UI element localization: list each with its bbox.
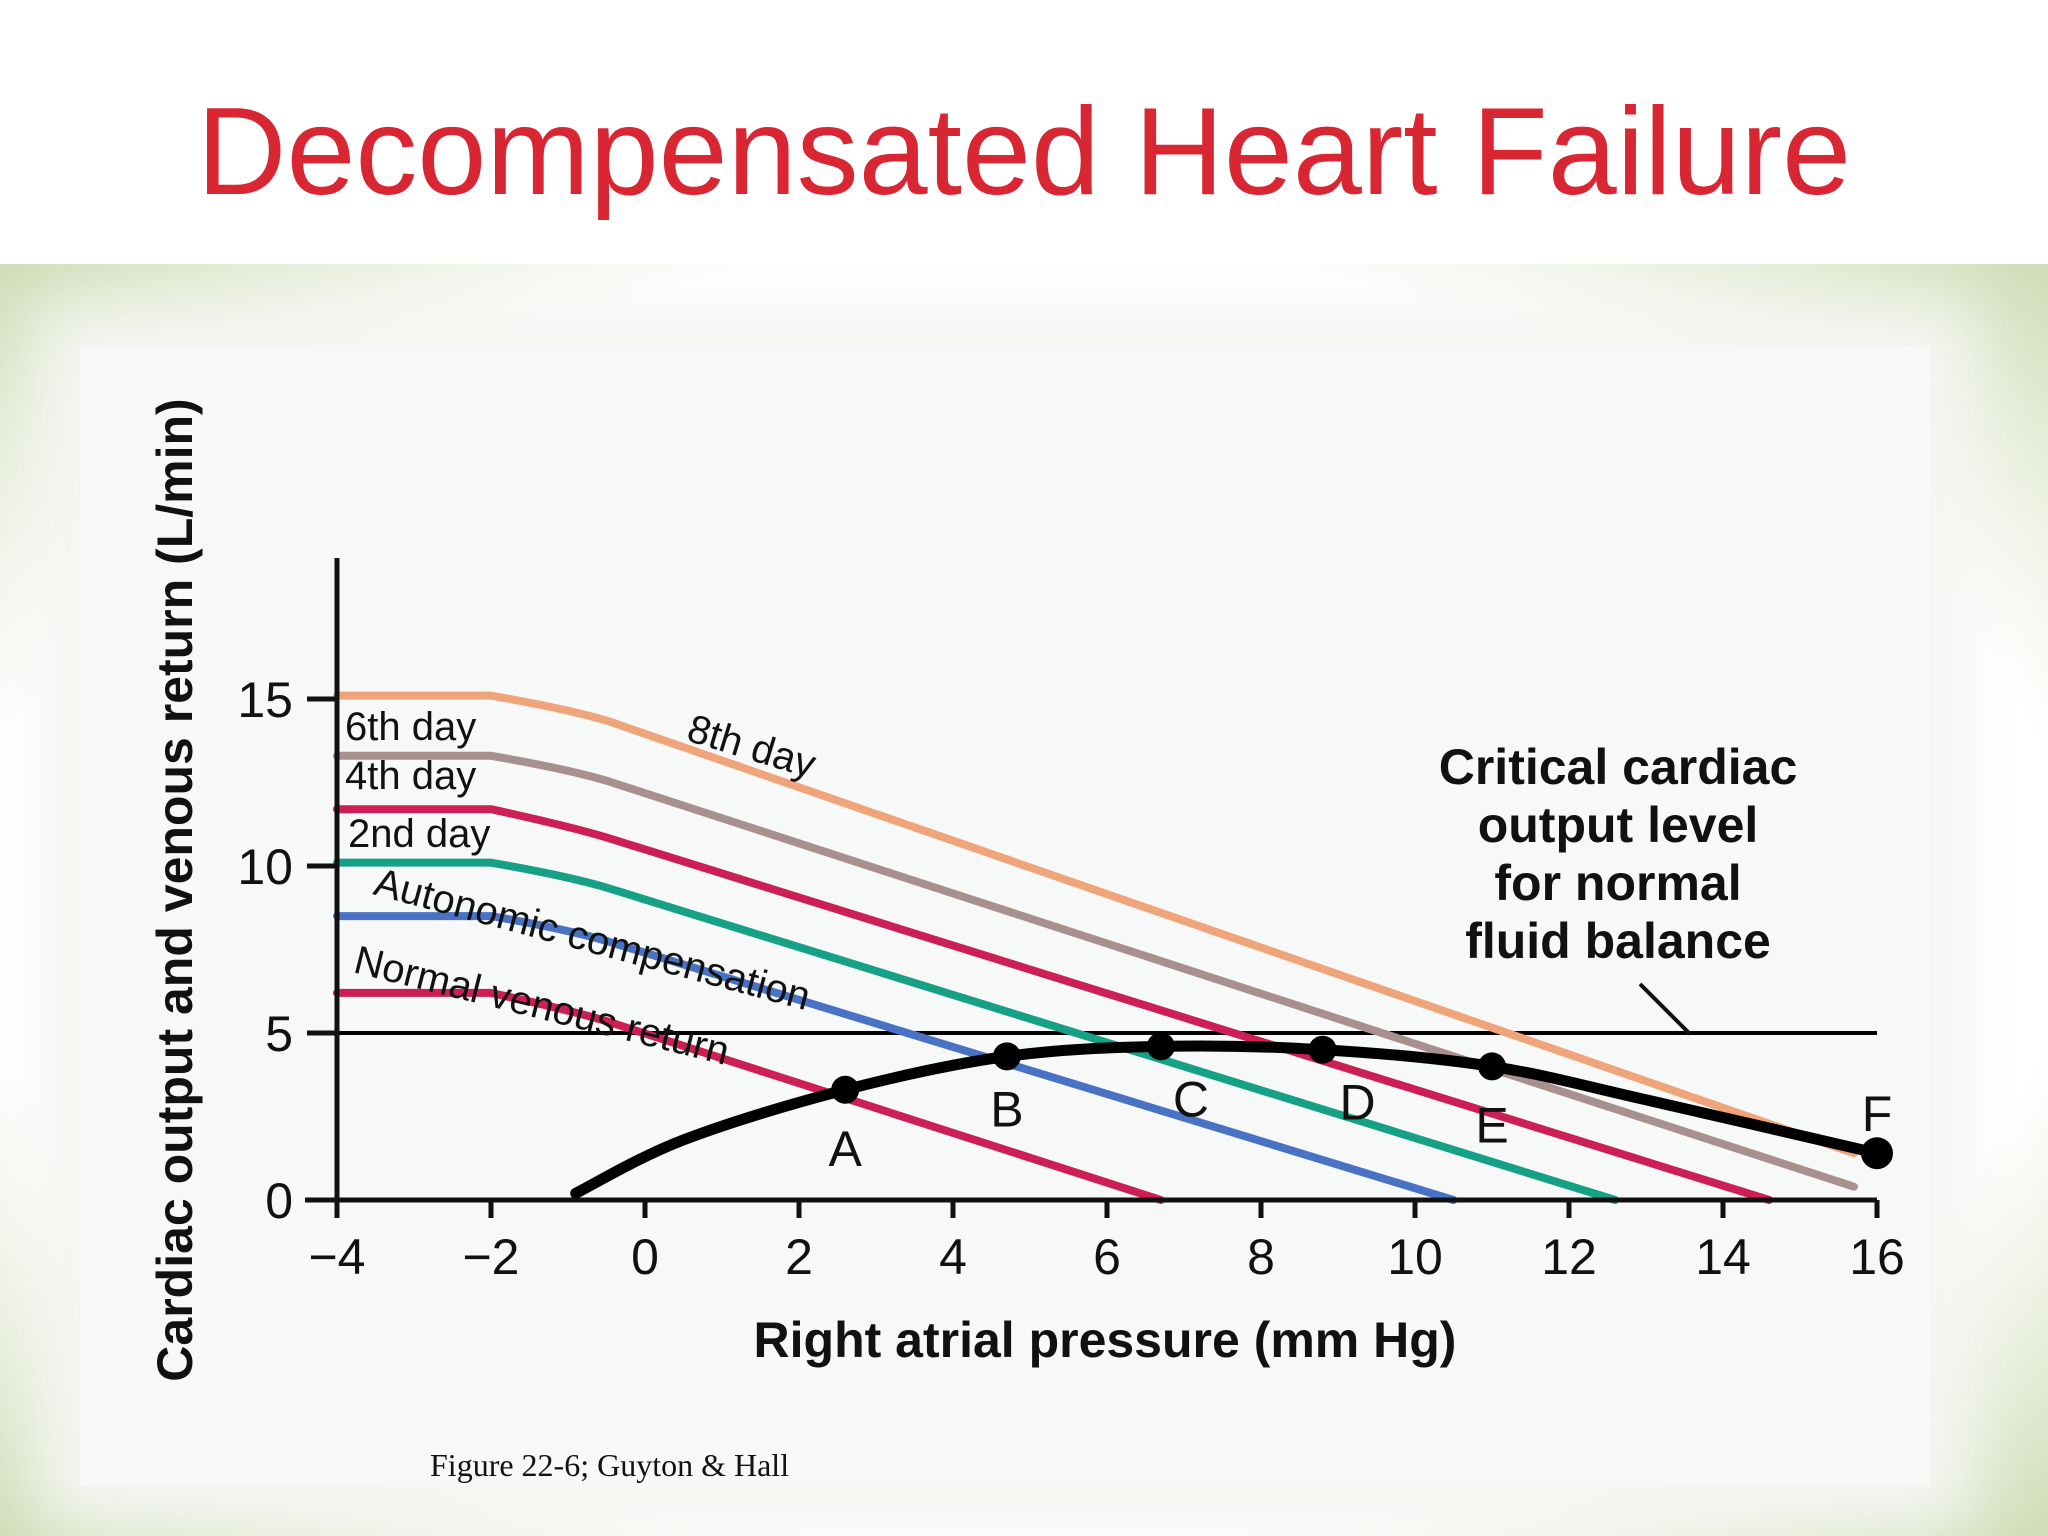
x-tick-label: 2 (785, 1229, 813, 1285)
y-tick-label: 0 (265, 1173, 293, 1229)
point-a (831, 1075, 860, 1104)
axes-layer (305, 558, 1877, 1203)
point-b (992, 1042, 1021, 1071)
critical-level-annotation: Critical cardiac output level for normal fl… (1439, 739, 1798, 969)
figure-frame (0, 264, 2048, 1536)
x-tick-label: 16 (1849, 1229, 1905, 1285)
slide-title: Decompensated Heart Failure (196, 83, 1852, 221)
curve-label-4th-day: 4th day (345, 754, 476, 798)
venous-return-curve-1 (333, 988, 1165, 1204)
point-label-f: F (1862, 1086, 1893, 1142)
tick-layer: −4 −2 0 2 4 6 8 10 12 14 16 0 5 10 15 (237, 672, 1904, 1285)
x-tick-label: −2 (462, 1229, 519, 1285)
x-tick-label: 6 (1093, 1229, 1121, 1285)
annotation-line: for normal (1494, 855, 1741, 911)
x-tick-label: 4 (939, 1229, 967, 1285)
heart-failure-chart: A B C D E F −4 −2 0 2 4 6 8 10 12 14 16 0 5 10 15 8th day 6… (147, 398, 1905, 1381)
y-tick-label: 5 (265, 1006, 293, 1062)
x-tick-label: 10 (1387, 1229, 1443, 1285)
figure-caption: Figure 22-6; Guyton & Hall (430, 1447, 790, 1483)
curve-label-2nd-day: 2nd day (348, 812, 490, 856)
venous-return-curve-5 (333, 751, 1858, 1191)
annotation-line: fluid balance (1465, 913, 1771, 969)
point-e (1478, 1052, 1506, 1081)
series-layer (333, 691, 1883, 1204)
venous-return-curve-3 (333, 858, 1620, 1204)
cardiac-output-curve (570, 1040, 1883, 1199)
x-tick-label: 0 (631, 1229, 659, 1285)
y-axis-title: Cardiac output and venous return (L/min) (147, 398, 203, 1381)
annotation-line: Critical cardiac (1439, 739, 1798, 795)
y-tick-label: 10 (237, 839, 293, 895)
point-label-e: E (1475, 1097, 1508, 1153)
y-tick-label: 15 (237, 672, 293, 728)
annotation-leader-line (1638, 982, 1692, 1036)
point-label-b: B (990, 1081, 1023, 1137)
point-c (1146, 1032, 1175, 1061)
x-tick-label: 12 (1541, 1229, 1597, 1285)
points-layer: A B C D E F (829, 1032, 1893, 1177)
point-label-d: D (1340, 1075, 1376, 1131)
venous-return-curve-2 (333, 912, 1458, 1204)
x-tick-label: 14 (1695, 1229, 1751, 1285)
annotation-line: output level (1478, 797, 1759, 853)
point-label-c: C (1173, 1071, 1209, 1127)
point-label-a: A (829, 1121, 863, 1177)
venous-return-curve-6 (333, 691, 1858, 1158)
x-axis-title: Right atrial pressure (mm Hg) (754, 1312, 1457, 1368)
x-tick-label: 8 (1247, 1229, 1275, 1285)
x-tick-label: −4 (308, 1229, 365, 1285)
label-layer: 8th day 6th day 4th day 2nd day Autonomi… (345, 705, 1797, 1074)
point-d (1308, 1035, 1337, 1064)
curve-label-6th-day: 6th day (345, 705, 476, 749)
venous-return-curve-4 (333, 805, 1774, 1204)
point-f (1861, 1137, 1893, 1170)
